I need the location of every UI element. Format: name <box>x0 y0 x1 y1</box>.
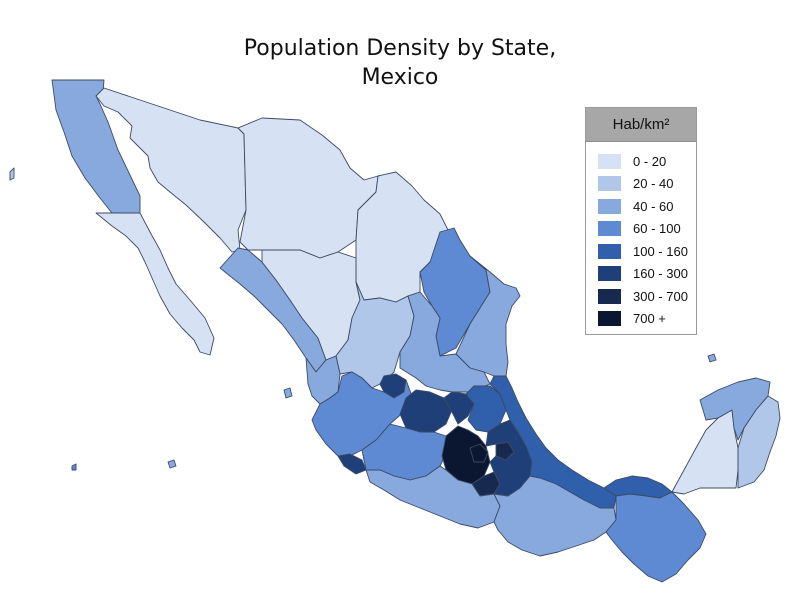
legend-header: Hab/km² <box>586 108 696 142</box>
legend-list: 0 - 20 20 - 40 40 - 60 60 - 100 100 - 16… <box>586 142 696 330</box>
region-mexico-state[interactable] <box>441 425 491 485</box>
map-title-line-1: Population Density by State, <box>243 36 557 61</box>
region-queretaro[interactable] <box>443 391 475 425</box>
legend-label: 700 + <box>633 311 666 327</box>
legend-swatch <box>598 288 621 304</box>
legend-item: 160 - 300 <box>598 263 696 286</box>
legend-swatch <box>598 311 621 327</box>
legend-swatch <box>598 243 621 259</box>
legend-label: 160 - 300 <box>633 266 688 282</box>
region-baja-california-sur[interactable] <box>95 212 215 356</box>
map-legend: Hab/km² 0 - 20 20 - 40 40 - 60 60 - 100 … <box>585 107 697 335</box>
legend-label: 300 - 700 <box>633 288 688 304</box>
region-colima[interactable] <box>337 453 367 475</box>
region-chiapas[interactable] <box>605 491 707 583</box>
legend-item: 100 - 160 <box>598 240 696 263</box>
region-nuevo-leon[interactable] <box>419 227 491 357</box>
region-quintana-roo[interactable] <box>737 395 781 489</box>
legend-swatch <box>598 153 621 169</box>
island-caribbean <box>707 353 717 363</box>
legend-item: 60 - 100 <box>598 218 696 241</box>
legend-item: 700 + <box>598 308 696 331</box>
island-pacific-1 <box>9 167 15 181</box>
legend-label: 20 - 40 <box>633 176 674 192</box>
region-guanajuato[interactable] <box>399 389 453 433</box>
island-pacific-4 <box>283 387 293 399</box>
island-pacific-2 <box>71 463 77 471</box>
legend-swatch <box>598 176 621 192</box>
region-sonora[interactable] <box>95 87 247 253</box>
legend-item: 40 - 60 <box>598 195 696 218</box>
legend-label: 0 - 20 <box>633 153 667 169</box>
legend-label: 100 - 160 <box>633 243 688 259</box>
legend-swatch <box>598 266 621 282</box>
legend-label: 60 - 100 <box>633 221 681 237</box>
map-title-line-2: Mexico <box>361 65 439 90</box>
region-jalisco[interactable] <box>311 371 413 457</box>
region-cdmx[interactable] <box>469 443 489 463</box>
map-title: Population Density by State, Mexico <box>160 34 640 92</box>
legend-item: 0 - 20 <box>598 150 696 173</box>
region-campeche[interactable] <box>671 409 739 495</box>
legend-swatch <box>598 221 621 237</box>
legend-item: 300 - 700 <box>598 285 696 308</box>
legend-swatch <box>598 198 621 214</box>
legend-label: 40 - 60 <box>633 198 674 214</box>
legend-item: 20 - 40 <box>598 173 696 196</box>
island-pacific-3 <box>167 459 177 469</box>
